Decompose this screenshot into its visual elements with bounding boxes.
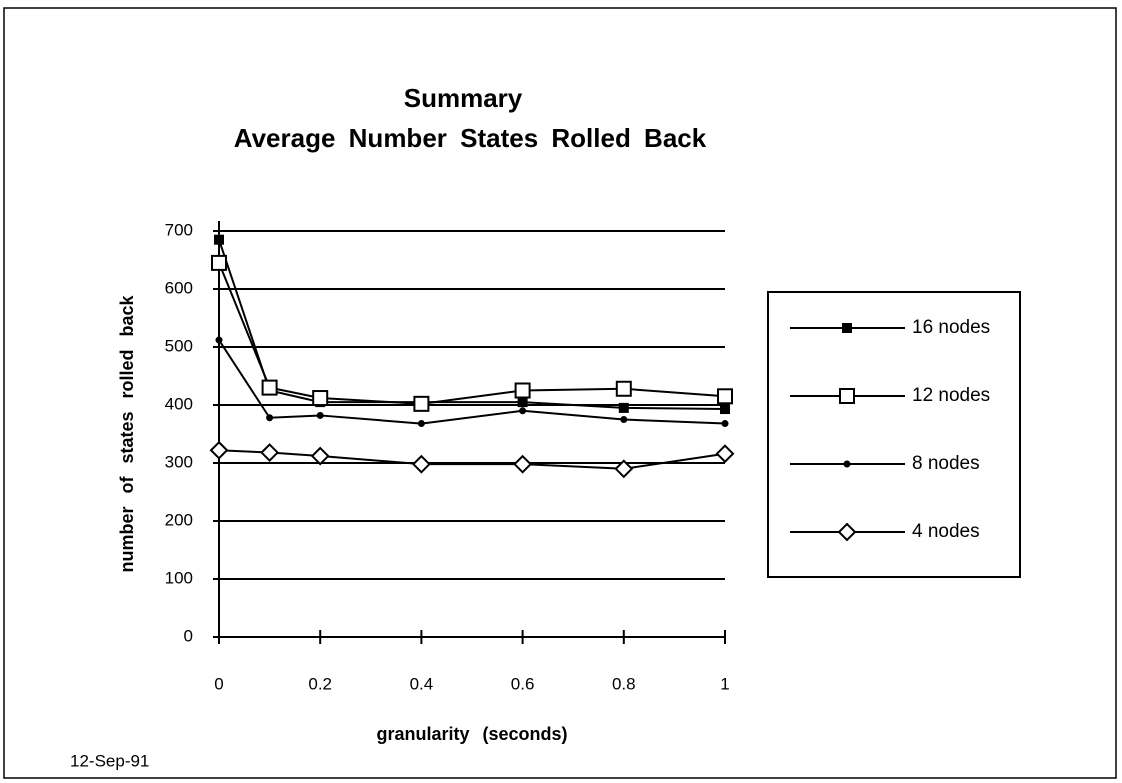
marker xyxy=(517,397,528,408)
y-axis-title: number of states rolled back xyxy=(117,294,137,572)
marker xyxy=(316,411,324,419)
marker xyxy=(209,440,229,460)
x-tick-label: 0.8 xyxy=(612,674,636,693)
x-tick-label: 0 xyxy=(214,674,223,693)
chart-title: Summary xyxy=(404,83,523,113)
marker xyxy=(837,522,857,542)
x-tick-label: 1 xyxy=(720,674,729,693)
y-tick-label: 200 xyxy=(165,510,193,529)
chart-subtitle: Average Number States Rolled Back xyxy=(234,123,707,153)
legend-box xyxy=(767,291,1021,578)
marker xyxy=(266,414,274,422)
marker xyxy=(261,379,278,396)
series-line xyxy=(218,339,726,425)
marker xyxy=(260,443,280,462)
marker xyxy=(843,460,851,468)
frame xyxy=(3,7,1117,779)
marker xyxy=(215,336,223,344)
y-tick-label: 700 xyxy=(165,220,193,239)
series-line xyxy=(218,449,726,470)
legend-label: 12 nodes xyxy=(912,385,990,406)
legend-label: 16 nodes xyxy=(912,317,990,338)
series-line xyxy=(218,239,726,411)
marker xyxy=(411,454,431,474)
legend-label: 4 nodes xyxy=(912,521,980,542)
footer-date: 12-Sep-91 xyxy=(70,751,149,770)
y-tick-label: 0 xyxy=(184,626,193,645)
marker xyxy=(618,402,629,413)
y-tick-label: 500 xyxy=(165,336,193,355)
marker xyxy=(715,444,735,464)
marker xyxy=(720,404,730,415)
marker xyxy=(620,416,628,423)
marker xyxy=(615,380,632,397)
series-line xyxy=(218,262,726,405)
marker xyxy=(312,390,329,407)
marker xyxy=(519,407,527,415)
y-tick-label: 600 xyxy=(165,278,193,297)
marker xyxy=(417,420,425,428)
legend-label: 8 nodes xyxy=(912,453,980,474)
marker xyxy=(614,459,634,479)
y-tick-label: 400 xyxy=(165,394,193,413)
marker xyxy=(413,395,430,412)
marker xyxy=(211,254,227,271)
x-tick-label: 0.6 xyxy=(511,674,535,693)
marker xyxy=(839,388,855,404)
y-tick-label: 300 xyxy=(165,452,193,471)
marker xyxy=(717,388,733,405)
x-tick-label: 0.2 xyxy=(308,674,332,693)
marker xyxy=(842,323,852,333)
x-axis-title: granularity (seconds) xyxy=(376,724,567,744)
marker xyxy=(721,420,729,428)
y-tick-label: 100 xyxy=(165,568,193,587)
marker xyxy=(513,454,533,474)
marker xyxy=(310,446,330,466)
marker xyxy=(214,234,224,245)
x-tick-label: 0.4 xyxy=(410,674,434,693)
marker xyxy=(514,382,531,399)
